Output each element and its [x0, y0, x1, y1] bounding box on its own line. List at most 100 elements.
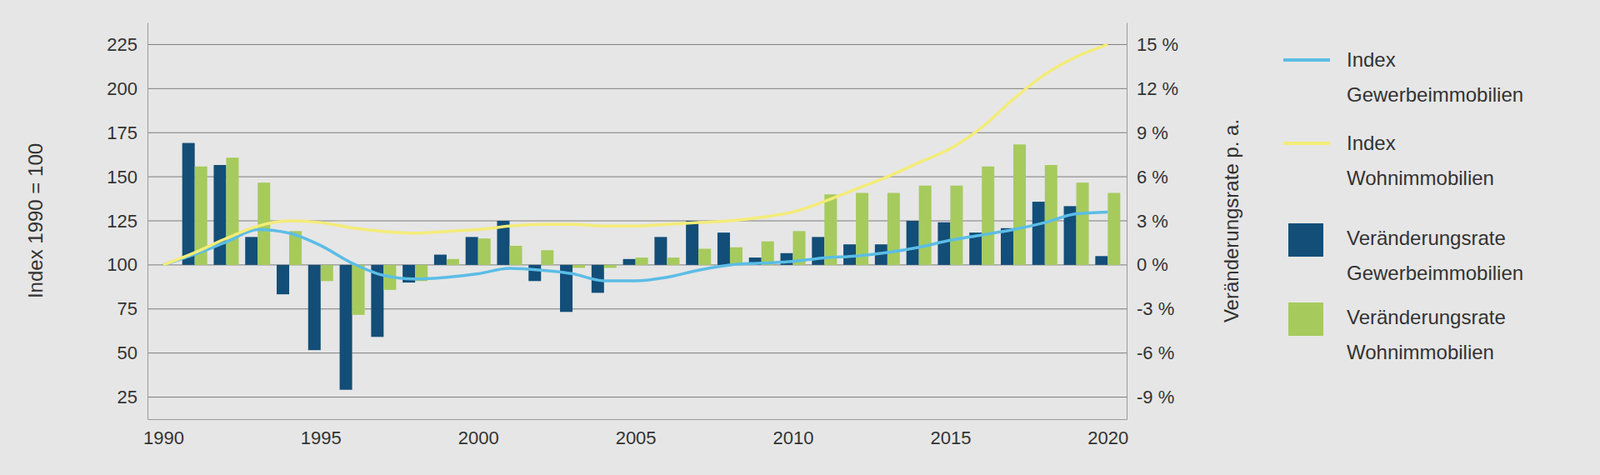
- grid-line: [147, 44, 1127, 45]
- tick: 2020: [1087, 419, 1129, 449]
- tick: 225: [106, 34, 148, 55]
- bar: [340, 265, 353, 390]
- bar: [1032, 201, 1045, 265]
- tick: 150: [106, 166, 148, 188]
- grid: [147, 44, 1127, 397]
- tick: 3 %: [1126, 210, 1169, 232]
- bar: [717, 232, 730, 265]
- legend-swatch: [1288, 302, 1324, 336]
- legend: IndexGewerbeimmobilienIndexWohnimmobilie…: [1283, 48, 1524, 364]
- bar: [654, 236, 667, 265]
- legend-label: IndexGewerbeimmobilien: [1346, 48, 1524, 106]
- legend-item: IndexWohnimmobilien: [1283, 131, 1495, 190]
- axis-line: [1126, 23, 1128, 420]
- tick: 125: [106, 210, 148, 232]
- tick: 200: [106, 78, 148, 100]
- bar: [540, 250, 554, 265]
- legend-label-line: Wohnimmobilien: [1346, 166, 1495, 190]
- tick: -9 %: [1126, 386, 1175, 408]
- tick-label: -3 %: [1136, 298, 1175, 320]
- bar: [950, 185, 963, 265]
- bar: [1107, 193, 1120, 265]
- x-axis: 1990199520002005201020152020: [143, 419, 1129, 449]
- background: [0, 0, 1600, 475]
- tick-label: 9 %: [1136, 122, 1169, 144]
- bar: [478, 238, 491, 265]
- bar: [604, 265, 617, 269]
- legend-swatch: [1288, 223, 1324, 257]
- tick: 50: [117, 342, 148, 364]
- bar: [509, 245, 522, 265]
- bar: [666, 257, 680, 265]
- grid-line: [147, 88, 1127, 90]
- tick: 2015: [930, 419, 971, 449]
- bar: [1013, 144, 1026, 265]
- tick-label: 175: [106, 122, 138, 144]
- tick-label: 200: [106, 78, 138, 100]
- bar: [446, 259, 460, 265]
- bar: [623, 259, 636, 265]
- tick-label: 25: [117, 386, 138, 408]
- tick-label: 2010: [773, 427, 815, 449]
- grid-line: [147, 352, 1127, 354]
- legend-label: VeränderungsrateWohnimmobilien: [1346, 305, 1506, 364]
- tick-label: 75: [117, 298, 138, 320]
- tick: 15 %: [1126, 34, 1179, 55]
- legend-swatch: [1283, 141, 1330, 145]
- plot-area: [163, 44, 1120, 390]
- legend-label-line: Index: [1346, 48, 1396, 71]
- bar: [213, 165, 226, 265]
- grid-line: [147, 308, 1127, 310]
- bar: [824, 194, 837, 265]
- legend-item: VeränderungsrateWohnimmobilien: [1288, 302, 1506, 364]
- tick: 2010: [773, 419, 815, 449]
- bar: [811, 236, 825, 265]
- bar: [1045, 165, 1058, 265]
- bar: [308, 265, 321, 350]
- tick-label: 2000: [458, 427, 500, 449]
- tick: 25: [117, 386, 148, 408]
- y-axis: 25 50 75 100 125 150 175 200 225: [106, 23, 148, 420]
- tick: 0 %: [1126, 254, 1169, 275]
- tick-label: 6 %: [1136, 166, 1169, 188]
- tick-label: 2020: [1087, 427, 1129, 449]
- tick-label: 1990: [143, 427, 185, 449]
- chart: 255075100125150175200225-9 %-6 %-3 %0 %3…: [0, 0, 1600, 475]
- bar: [320, 265, 334, 281]
- bar: [465, 236, 479, 265]
- axis-line: [147, 23, 149, 420]
- bar: [981, 166, 995, 265]
- bar: [1000, 228, 1014, 265]
- grid-line: [147, 176, 1127, 178]
- tick: -3 %: [1126, 298, 1175, 320]
- bar: [434, 255, 447, 265]
- y-axis-title: Index 1990 = 100: [24, 143, 47, 299]
- tick: 100: [106, 254, 148, 275]
- bar: [1076, 182, 1090, 265]
- bar: [635, 257, 649, 265]
- tick-label: 0 %: [1136, 254, 1169, 275]
- tick-label: 15 %: [1136, 34, 1179, 55]
- legend-item: VeränderungsrateGewerbeimmobilien: [1288, 223, 1524, 285]
- tick: 175: [106, 122, 148, 144]
- tick: 75: [117, 298, 148, 320]
- bar: [225, 157, 239, 265]
- grid-line: [147, 132, 1127, 134]
- tick-label: 3 %: [1136, 210, 1169, 232]
- bar: [352, 265, 365, 315]
- legend-swatch: [1283, 58, 1330, 62]
- legend-label: VeränderungsrateGewerbeimmobilien: [1346, 226, 1524, 285]
- tick: 9 %: [1126, 122, 1169, 144]
- bar: [182, 143, 195, 265]
- bar: [528, 265, 541, 281]
- tick: 2005: [615, 419, 657, 449]
- bar: [572, 265, 585, 269]
- bar: [276, 265, 290, 295]
- tick: 1990: [143, 419, 185, 449]
- tick-label: 125: [106, 210, 138, 232]
- tick: 6 %: [1126, 166, 1169, 188]
- bar: [698, 248, 711, 265]
- tick-label: 2005: [615, 427, 657, 449]
- bar: [887, 193, 900, 265]
- bar-series: [195, 144, 1121, 315]
